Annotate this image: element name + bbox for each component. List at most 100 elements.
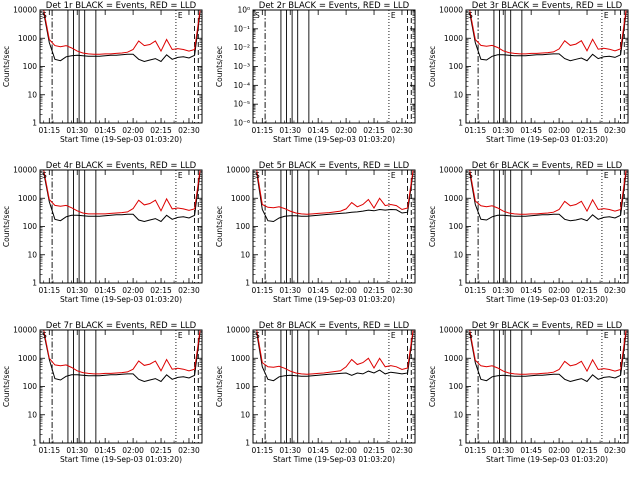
- y-tick-label: 100: [236, 382, 251, 391]
- plot-frame: [252, 169, 416, 284]
- y-axis-label: Counts/sec: [428, 46, 437, 87]
- flag-label-s: S: [255, 11, 260, 20]
- plot-frame: [39, 329, 203, 444]
- detector-panel: Det 7r BLACK = Events, RED = LLD Counts/s…: [2, 321, 203, 464]
- x-tick-label: 02:00: [548, 446, 570, 455]
- flag-label-s: S: [468, 171, 473, 180]
- panel-title: Det 9r BLACK = Events, RED = LLD: [472, 321, 623, 331]
- x-tick-label: 01:45: [307, 286, 329, 295]
- x-axis-label: Start Time (19-Sep-03 01:03:20): [273, 135, 395, 144]
- flag-label-s: S: [42, 331, 47, 340]
- x-tick-label: 02:15: [576, 446, 598, 455]
- x-tick-label: 01:45: [520, 286, 542, 295]
- y-tick-label: 10⁰: [237, 6, 250, 15]
- y-tick-label: 10000: [226, 166, 250, 175]
- x-axis-label: Start Time (19-Sep-03 01:03:20): [273, 295, 395, 304]
- x-tick-label: 01:45: [307, 126, 329, 135]
- x-tick-label: 02:15: [363, 446, 385, 455]
- x-tick-label: 02:15: [363, 286, 385, 295]
- x-tick-label: 02:15: [363, 126, 385, 135]
- y-tick-label: 1000: [231, 354, 250, 363]
- y-axis-label: Counts/sec: [428, 206, 437, 247]
- flag-label-e: E: [391, 171, 396, 180]
- plot-frame: [465, 9, 629, 124]
- detector-panel: Det 5r BLACK = Events, RED = LLD Counts/s…: [215, 161, 416, 304]
- y-tick-label: 10⁻⁵: [233, 100, 250, 109]
- y-tick-label: 10000: [13, 6, 37, 15]
- x-axis-label: Start Time (19-Sep-03 01:03:20): [60, 455, 182, 464]
- x-tick-label: 02:30: [604, 286, 626, 295]
- flag-label-e: E: [604, 331, 609, 340]
- y-tick-label: 1000: [18, 354, 37, 363]
- y-tick-label: 100: [236, 222, 251, 231]
- x-axis-label: Start Time (19-Sep-03 01:03:20): [486, 135, 608, 144]
- flag-label-s: S: [255, 171, 260, 180]
- series-events-line: [256, 172, 414, 223]
- y-axis-label: Counts/sec: [2, 366, 11, 407]
- x-tick-label: 02:15: [150, 446, 172, 455]
- y-tick-label: 1000: [18, 34, 37, 43]
- y-tick-label: 1: [245, 439, 250, 448]
- series-lld-line: [469, 170, 627, 215]
- x-tick-label: 01:15: [251, 446, 273, 455]
- x-tick-label: 02:30: [178, 126, 200, 135]
- y-tick-label: 10: [453, 250, 463, 259]
- y-tick-label: 10⁻³: [233, 62, 250, 71]
- x-tick-label: 01:45: [520, 126, 542, 135]
- x-tick-label: 02:30: [391, 446, 413, 455]
- y-tick-label: 100: [23, 62, 38, 71]
- y-tick-label: 1: [458, 119, 463, 128]
- x-tick-label: 01:15: [251, 286, 273, 295]
- y-tick-label: 10: [27, 90, 37, 99]
- x-tick-label: 02:30: [604, 446, 626, 455]
- y-tick-label: 10: [27, 250, 37, 259]
- x-tick-label: 02:00: [548, 126, 570, 135]
- x-tick-label: 01:30: [279, 286, 301, 295]
- x-tick-label: 02:30: [391, 126, 413, 135]
- panel-title: Det 2r BLACK = Events, RED = LLD: [259, 1, 410, 11]
- x-tick-label: 02:00: [122, 126, 144, 135]
- x-tick-label: 02:00: [548, 286, 570, 295]
- series-lld-line: [43, 330, 201, 375]
- y-axis-label: Counts/sec: [215, 366, 224, 407]
- plot-frame: [39, 9, 203, 124]
- detector-panel: Det 9r BLACK = Events, RED = LLD Counts/s…: [428, 321, 629, 464]
- x-tick-label: 01:15: [464, 446, 486, 455]
- x-tick-label: 01:30: [492, 446, 514, 455]
- detector-panel: Det 6r BLACK = Events, RED = LLD Counts/s…: [428, 161, 629, 304]
- flag-label-e: E: [178, 171, 183, 180]
- y-tick-label: 100: [23, 382, 38, 391]
- y-tick-label: 10000: [13, 326, 37, 335]
- x-tick-label: 01:15: [464, 126, 486, 135]
- flag-label-e: E: [604, 11, 609, 20]
- x-axis-label: Start Time (19-Sep-03 01:03:20): [60, 295, 182, 304]
- x-tick-label: 01:30: [279, 126, 301, 135]
- panel-title: Det 6r BLACK = Events, RED = LLD: [472, 161, 623, 171]
- y-tick-label: 10000: [439, 326, 463, 335]
- series-lld-line: [469, 10, 627, 55]
- y-tick-label: 1000: [444, 34, 463, 43]
- y-tick-label: 10000: [13, 166, 37, 175]
- x-axis-label: Start Time (19-Sep-03 01:03:20): [486, 295, 608, 304]
- y-tick-label: 10⁻¹: [233, 24, 250, 33]
- y-tick-label: 10000: [439, 6, 463, 15]
- y-tick-label: 100: [23, 222, 38, 231]
- y-axis-label: Counts/sec: [428, 366, 437, 407]
- series-lld-line: [43, 10, 201, 55]
- flag-label-e: E: [391, 11, 396, 20]
- x-tick-label: 02:15: [150, 286, 172, 295]
- y-tick-label: 100: [449, 382, 464, 391]
- plot-frame: [39, 169, 203, 284]
- x-tick-label: 02:30: [391, 286, 413, 295]
- x-tick-label: 02:00: [122, 446, 144, 455]
- series-events-line: [469, 332, 627, 383]
- x-tick-label: 02:30: [178, 446, 200, 455]
